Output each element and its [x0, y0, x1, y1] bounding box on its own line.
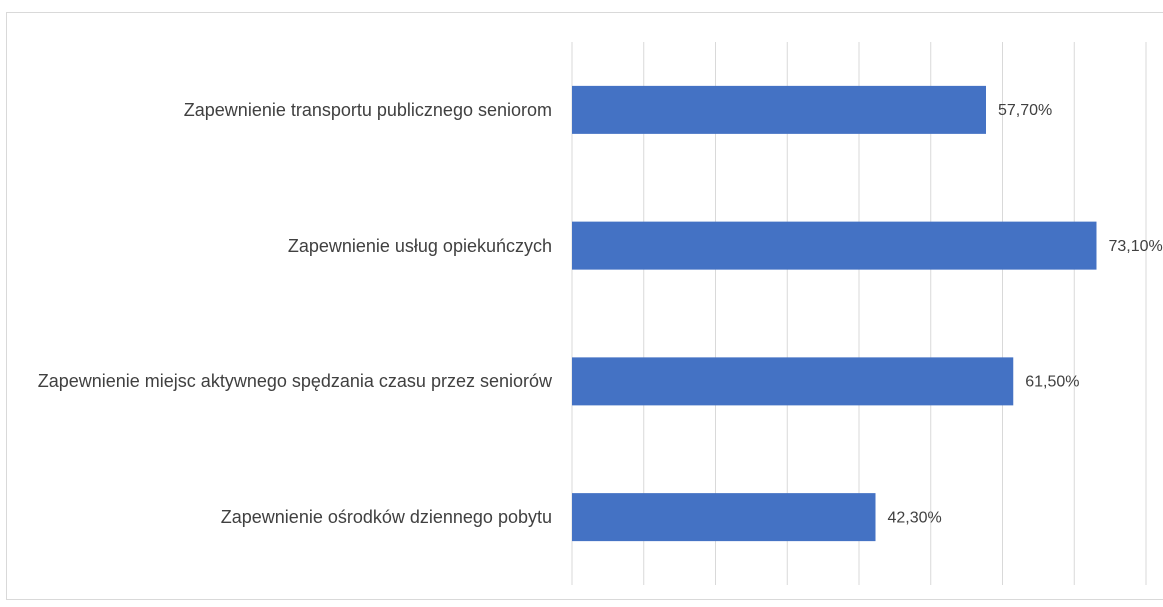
value-label: 42,30% — [888, 509, 942, 526]
category-label-box: Zapewnienie usług opiekuńczych — [10, 216, 552, 276]
value-label: 73,10% — [1108, 238, 1162, 255]
category-label: Zapewnienie usług opiekuńczych — [287, 235, 552, 256]
category-label-box: Zapewnienie ośrodków dziennego pobytu — [10, 487, 552, 547]
bar — [572, 357, 1014, 406]
bar — [572, 221, 1097, 270]
value-label: 61,50% — [1025, 374, 1079, 391]
category-label: Zapewnienie miejsc aktywnego spędzania c… — [37, 371, 552, 392]
category-label: Zapewnienie ośrodków dziennego pobytu — [220, 507, 552, 528]
bar — [572, 493, 876, 542]
category-label-box: Zapewnienie transportu publicznego senio… — [10, 80, 552, 140]
value-label: 57,70% — [998, 102, 1052, 119]
category-label: Zapewnienie transportu publicznego senio… — [183, 99, 552, 120]
chart-border — [6, 12, 1163, 600]
bar — [572, 85, 986, 134]
category-label-box: Zapewnienie miejsc aktywnego spędzania c… — [10, 351, 552, 411]
